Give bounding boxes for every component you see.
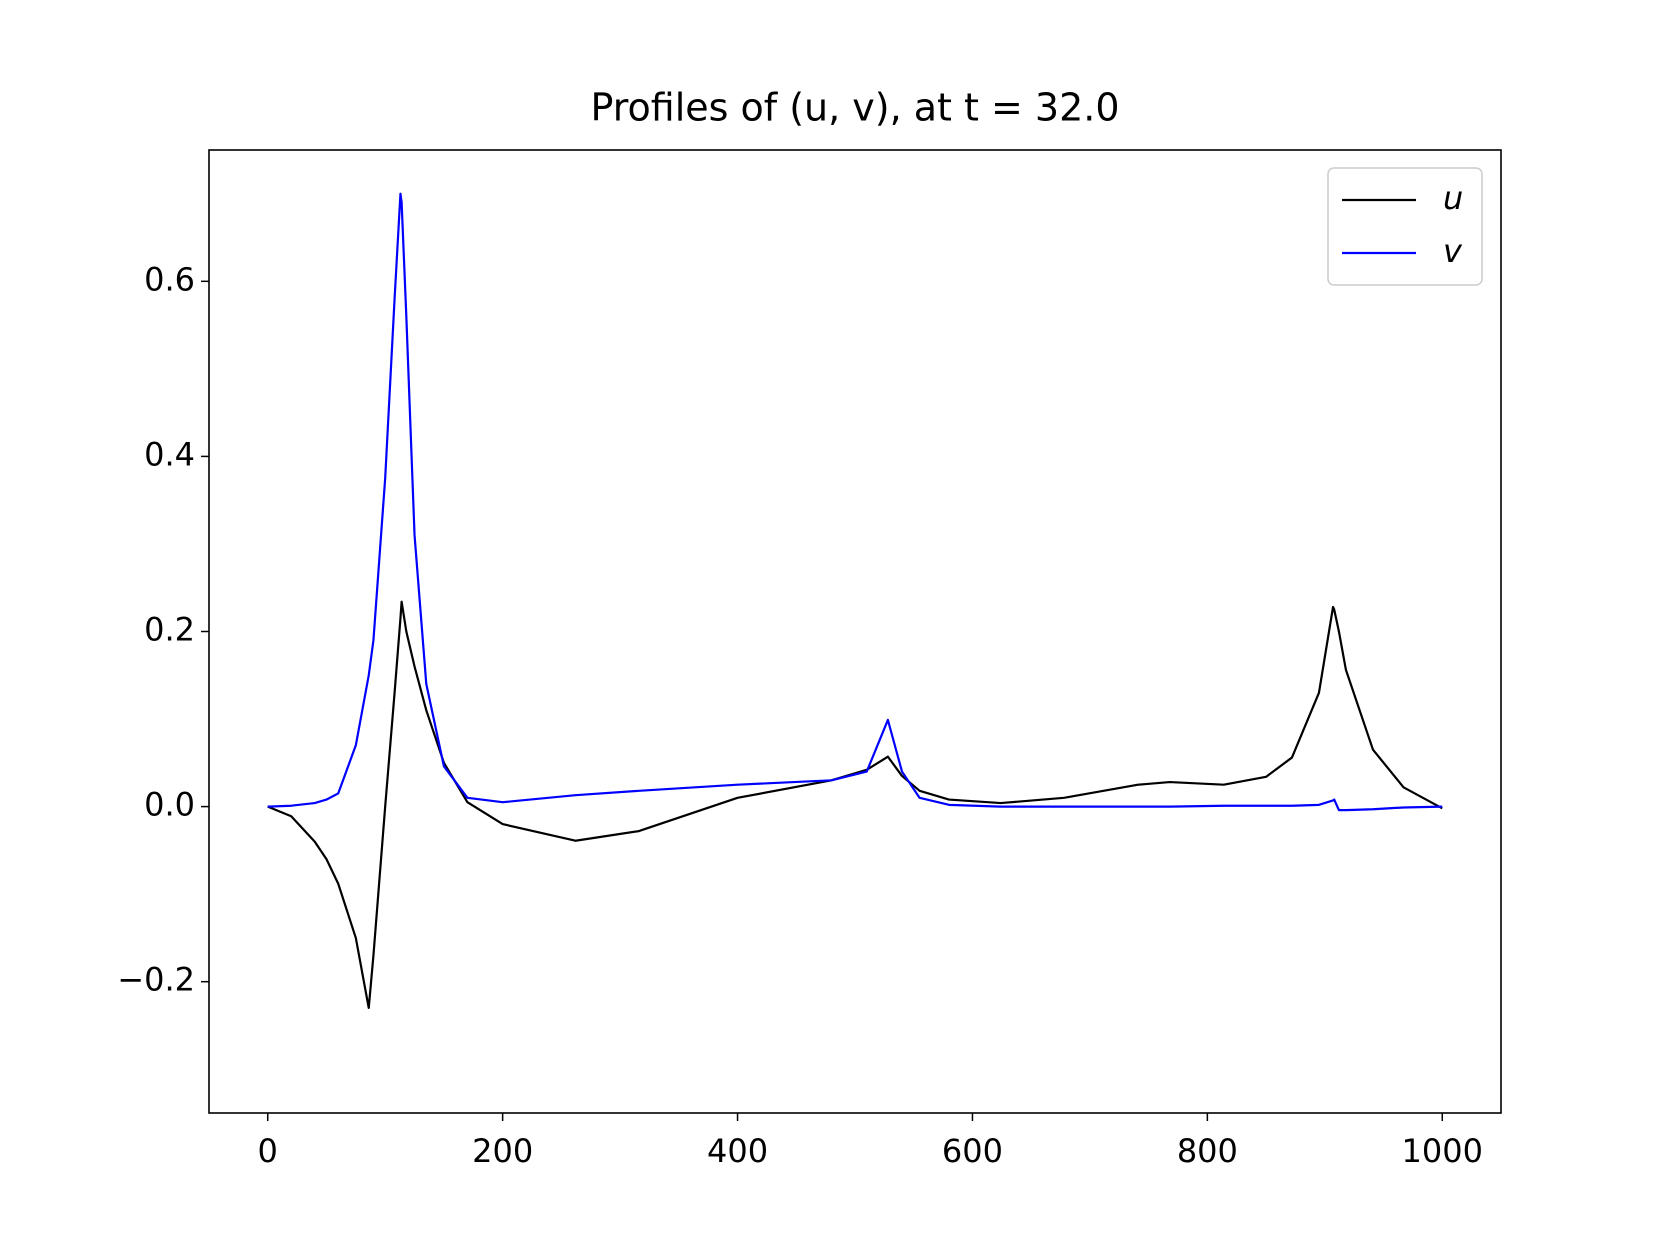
y-tick-label: 0.4	[144, 435, 195, 473]
series-line	[267, 192, 1443, 812]
x-tick-label: 600	[942, 1132, 1003, 1170]
legend-label: u	[1443, 179, 1463, 217]
y-tick-label: 0.6	[144, 260, 195, 298]
chart-title: Profiles of (u, v), at t = 32.0	[590, 86, 1119, 130]
x-tick-label: 800	[1177, 1132, 1238, 1170]
x-tick-label: 1000	[1402, 1132, 1483, 1170]
series-line	[267, 600, 1443, 1010]
x-tick-label: 0	[258, 1132, 278, 1170]
x-tick-label: 400	[707, 1132, 768, 1170]
y-tick-label: 0.2	[144, 611, 195, 649]
plot-frame	[208, 149, 1502, 1114]
legend-box	[1327, 167, 1483, 286]
y-tick-label: 0.0	[144, 786, 195, 824]
y-tick-label: −0.2	[117, 961, 195, 999]
x-tick-label: 200	[472, 1132, 533, 1170]
legend-label: v	[1443, 232, 1463, 270]
